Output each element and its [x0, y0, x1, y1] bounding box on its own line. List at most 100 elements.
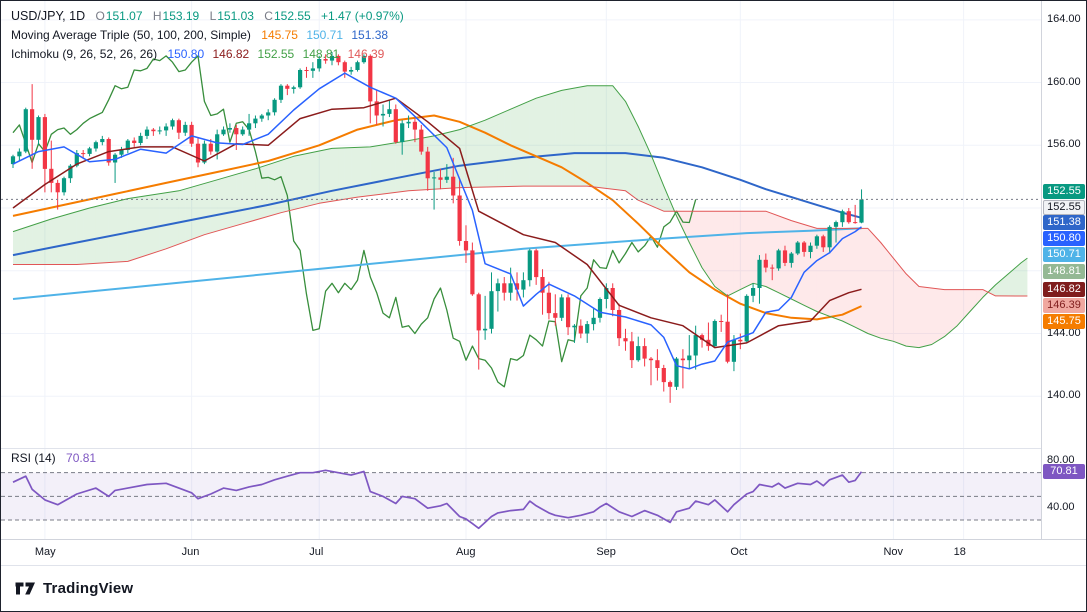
candle: [30, 109, 35, 140]
time-label: Oct: [730, 546, 748, 558]
time-label: Jul: [309, 546, 324, 558]
candle: [55, 182, 60, 193]
candle: [757, 259, 762, 288]
candle: [272, 99, 277, 113]
candle: [253, 118, 258, 124]
price-badge: 148.81: [1043, 263, 1085, 279]
candle: [278, 85, 284, 100]
candle: [451, 176, 456, 196]
candle: [808, 245, 813, 252]
candle: [119, 150, 124, 155]
price-badge: 152.55: [1043, 199, 1085, 215]
candle: [661, 368, 666, 383]
time-label: Nov: [883, 546, 903, 558]
ichimoku-lagging-value: 152.55: [257, 47, 295, 61]
candle: [833, 222, 839, 227]
price-axis[interactable]: 164.00160.00156.00152.00148.00144.00140.…: [1041, 1, 1086, 539]
candle: [100, 139, 105, 143]
price-badge: 150.71: [1043, 246, 1085, 262]
candle: [457, 195, 462, 241]
kijun-line: [12, 97, 862, 349]
symbol-row: USD/JPY, 1D O151.07 H153.19 L151.03 C152…: [11, 7, 404, 26]
candle: [368, 55, 373, 102]
symbol-title[interactable]: USD/JPY, 1D: [11, 9, 86, 23]
candle: [495, 283, 500, 292]
candle: [298, 70, 303, 88]
price-tick: 140.00: [1047, 389, 1081, 402]
candle: [42, 117, 47, 169]
candle: [489, 291, 494, 329]
candle: [310, 68, 315, 71]
price-chart[interactable]: [1, 1, 1041, 539]
candle: [183, 124, 188, 133]
candle: [438, 177, 443, 180]
candle: [789, 253, 794, 263]
rsi-line: [12, 469, 863, 530]
price-tick: 164.00: [1047, 12, 1081, 25]
candle: [36, 117, 41, 140]
candle: [668, 382, 673, 387]
candle: [74, 153, 79, 166]
candle: [553, 313, 558, 318]
candle: [846, 211, 851, 223]
brand-name[interactable]: TradingView: [43, 580, 134, 597]
time-axis[interactable]: May Jun Jul Aug Sep Oct Nov 18: [1, 539, 1086, 565]
candle: [419, 129, 424, 152]
chikou-line: [12, 55, 697, 388]
candle: [349, 70, 354, 72]
candle: [387, 109, 392, 114]
candle: [266, 112, 271, 116]
candle: [374, 101, 379, 116]
ma100-value: 150.71: [306, 28, 344, 42]
ma200-value: 151.38: [351, 28, 389, 42]
candle: [617, 310, 622, 339]
candle: [521, 280, 526, 290]
candle: [164, 126, 169, 131]
candle: [566, 297, 571, 328]
candle: [540, 277, 545, 293]
candle: [61, 178, 67, 193]
candle: [502, 283, 507, 293]
rsi-indicator-row: RSI (14) 70.81: [11, 450, 96, 466]
candle: [546, 292, 551, 314]
ma200-line: [12, 227, 862, 300]
price-badge: 70.81: [1043, 464, 1085, 480]
price-tick: 160.00: [1047, 75, 1081, 88]
candle: [642, 346, 647, 359]
legend: USD/JPY, 1D O151.07 H153.19 L151.03 C152…: [11, 7, 404, 64]
time-label: 18: [953, 546, 966, 558]
ma-indicator-label[interactable]: Moving Average Triple (50, 100, 200, Sim…: [11, 28, 251, 42]
candle: [285, 85, 290, 89]
rsi-indicator-label[interactable]: RSI (14): [11, 451, 56, 465]
candle: [125, 140, 130, 150]
candle: [317, 59, 322, 69]
candle: [802, 242, 807, 252]
candle: [853, 222, 858, 224]
candle: [202, 143, 207, 163]
pane-separator[interactable]: [1, 448, 1086, 449]
candle: [170, 120, 175, 127]
candle: [106, 139, 111, 163]
candle: [795, 242, 800, 254]
candle: [412, 121, 417, 130]
rsi-value: 70.81: [66, 451, 97, 465]
candle: [782, 250, 788, 263]
candle: [329, 55, 335, 61]
candle: [719, 321, 724, 322]
candle: [687, 355, 692, 361]
candle: [93, 142, 98, 149]
ma50-line: [12, 114, 862, 321]
candle: [680, 358, 685, 361]
ichimoku-indicator-label[interactable]: Ichimoku (9, 26, 52, 26, 26): [11, 47, 158, 61]
candle: [400, 123, 405, 143]
candle: [342, 62, 347, 72]
senkou-a-line: [12, 85, 1028, 349]
tradingview-logo-icon[interactable]: [15, 580, 36, 597]
rsi-tick: 40.00: [1047, 501, 1075, 514]
ohlc-close-key: C: [264, 9, 273, 23]
ma50-value: 145.75: [261, 28, 298, 42]
candle: [189, 124, 194, 144]
candle: [87, 148, 92, 154]
price-tick: 144.00: [1047, 326, 1081, 339]
candle: [814, 236, 819, 246]
